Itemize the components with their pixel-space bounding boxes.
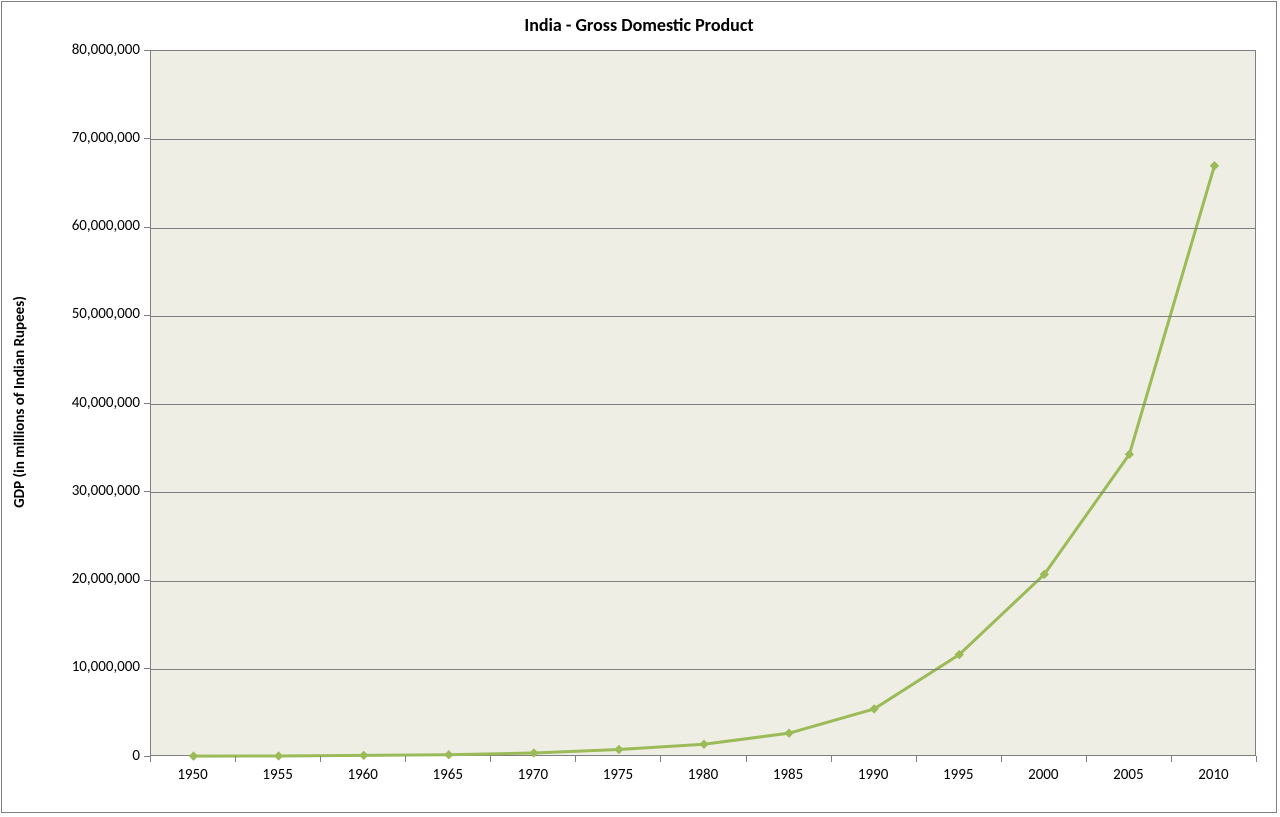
y-tick-mark [144, 668, 150, 669]
x-tick-label: 1955 [262, 766, 292, 784]
data-marker [190, 752, 198, 760]
x-tick-mark [1171, 756, 1172, 762]
x-tick-mark [1086, 756, 1087, 762]
x-tick-mark [1001, 756, 1002, 762]
data-marker [700, 740, 708, 748]
x-tick-mark [490, 756, 491, 762]
gridline [151, 316, 1255, 317]
x-tick-mark [916, 756, 917, 762]
gridline [151, 228, 1255, 229]
data-marker [360, 751, 368, 759]
x-tick-mark [831, 756, 832, 762]
x-tick-mark [405, 756, 406, 762]
gridline [151, 492, 1255, 493]
x-tick-mark [1256, 756, 1257, 762]
y-tick-label: 70,000,000 [40, 129, 140, 147]
gridline [151, 669, 1255, 670]
y-axis-label: GDP (in millions of Indian Rupees) [11, 202, 29, 602]
data-marker [445, 751, 453, 759]
x-tick-label: 1965 [433, 766, 463, 784]
x-tick-label: 2010 [1198, 766, 1228, 784]
chart-container: India - Gross Domestic Product GDP (in m… [1, 1, 1277, 813]
x-tick-mark [660, 756, 661, 762]
x-tick-label: 2000 [1028, 766, 1058, 784]
y-tick-label: 0 [40, 747, 140, 765]
x-tick-label: 1995 [943, 766, 973, 784]
data-marker [1210, 162, 1218, 170]
gridline [151, 404, 1255, 405]
y-tick-mark [144, 138, 150, 139]
y-tick-label: 60,000,000 [40, 217, 140, 235]
chart-title: India - Gross Domestic Product [2, 14, 1276, 36]
x-tick-mark [150, 756, 151, 762]
gridline [151, 581, 1255, 582]
x-tick-mark [575, 756, 576, 762]
y-tick-label: 80,000,000 [40, 41, 140, 59]
x-tick-label: 1975 [603, 766, 633, 784]
y-tick-mark [144, 580, 150, 581]
y-tick-mark [144, 491, 150, 492]
x-tick-mark [235, 756, 236, 762]
x-tick-mark [320, 756, 321, 762]
y-tick-mark [144, 315, 150, 316]
data-marker [785, 729, 793, 737]
y-tick-mark [144, 50, 150, 51]
y-tick-label: 20,000,000 [40, 570, 140, 588]
data-marker [530, 749, 538, 757]
series-line [194, 166, 1215, 756]
y-tick-label: 40,000,000 [40, 394, 140, 412]
x-tick-label: 1950 [177, 766, 207, 784]
plot-area [150, 50, 1256, 756]
x-tick-label: 1970 [518, 766, 548, 784]
y-tick-label: 10,000,000 [40, 658, 140, 676]
y-tick-label: 30,000,000 [40, 482, 140, 500]
y-tick-mark [144, 403, 150, 404]
data-marker [275, 752, 283, 760]
y-tick-label: 50,000,000 [40, 305, 140, 323]
gridline [151, 139, 1255, 140]
x-tick-label: 1960 [347, 766, 377, 784]
x-tick-label: 1990 [858, 766, 888, 784]
x-tick-label: 1985 [773, 766, 803, 784]
x-tick-label: 2005 [1113, 766, 1143, 784]
data-marker [615, 745, 623, 753]
y-tick-mark [144, 227, 150, 228]
x-tick-label: 1980 [688, 766, 718, 784]
x-tick-mark [746, 756, 747, 762]
